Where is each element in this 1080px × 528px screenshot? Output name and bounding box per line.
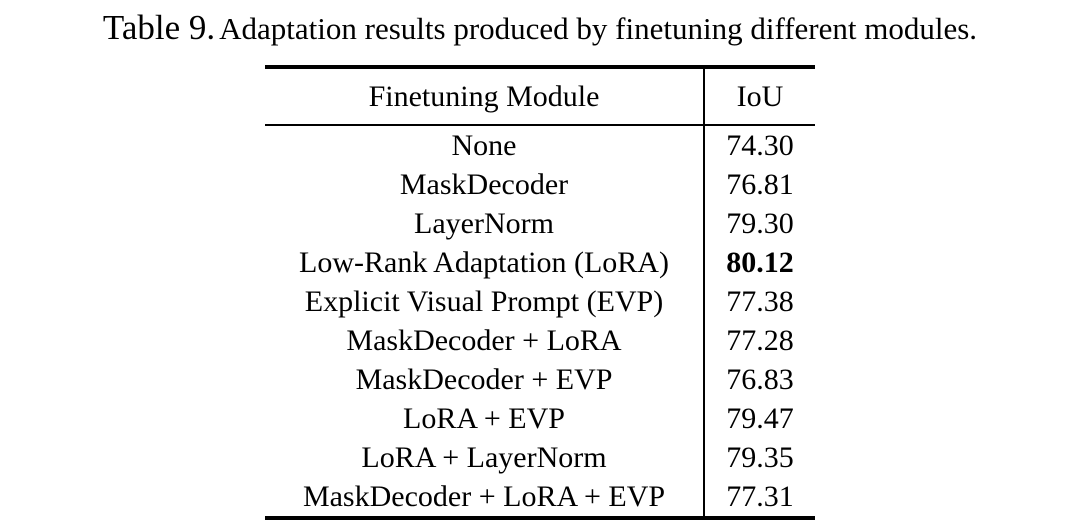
table-caption-label: Table 9. [102,8,216,47]
header-finetuning-module: Finetuning Module [265,67,704,126]
table-row: None 74.30 [265,125,815,165]
table-row: LoRA + EVP 79.47 [265,399,815,438]
table-row: MaskDecoder + LoRA + EVP 77.31 [265,477,815,518]
module-cell: MaskDecoder + LoRA + EVP [302,479,666,513]
iou-cell: 79.35 [703,438,815,477]
table-row: Low-Rank Adaptation (LoRA) 80.12 [265,243,815,282]
iou-cell: 74.30 [703,125,815,165]
iou-cell: 77.38 [703,282,815,321]
iou-cell: 76.83 [703,360,815,399]
iou-cell: 76.81 [703,165,815,204]
table-row: Explicit Visual Prompt (EVP) 77.38 [265,282,815,321]
table-row: MaskDecoder + LoRA 77.28 [265,321,815,360]
module-cell: LoRA + EVP [403,401,565,435]
table-caption-text: Adaptation results produced by finetunin… [219,11,978,46]
iou-cell: 77.31 [703,477,815,518]
iou-cell: 79.30 [703,204,815,243]
table-row: MaskDecoder 76.81 [265,165,815,204]
module-cell: LayerNorm [414,206,554,240]
module-cell: Low-Rank Adaptation (LoRA) [299,245,669,279]
module-cell: MaskDecoder + EVP [355,362,613,396]
module-cell: LoRA + LayerNorm [361,440,607,474]
module-cell: MaskDecoder + LoRA [346,323,622,357]
module-cell: MaskDecoder [399,167,569,201]
iou-cell: 77.28 [703,321,815,360]
header-row: Finetuning Module IoU [265,67,815,126]
results-table: Finetuning Module IoU None 74.30 MaskDec… [265,65,815,520]
table-row: LayerNorm 79.30 [265,204,815,243]
table-row: MaskDecoder + EVP 76.83 [265,360,815,399]
header-iou: IoU [703,67,815,126]
table-body: None 74.30 MaskDecoder 76.81 LayerNorm 7… [265,125,815,518]
table-head: Finetuning Module IoU [265,67,815,126]
module-cell: Explicit Visual Prompt (EVP) [304,284,664,318]
table-caption: Table 9. Adaptation results produced by … [0,4,1080,59]
iou-cell: 79.47 [703,399,815,438]
table-row: LoRA + LayerNorm 79.35 [265,438,815,477]
iou-cell-best: 80.12 [703,243,815,282]
module-cell: None [451,128,517,162]
